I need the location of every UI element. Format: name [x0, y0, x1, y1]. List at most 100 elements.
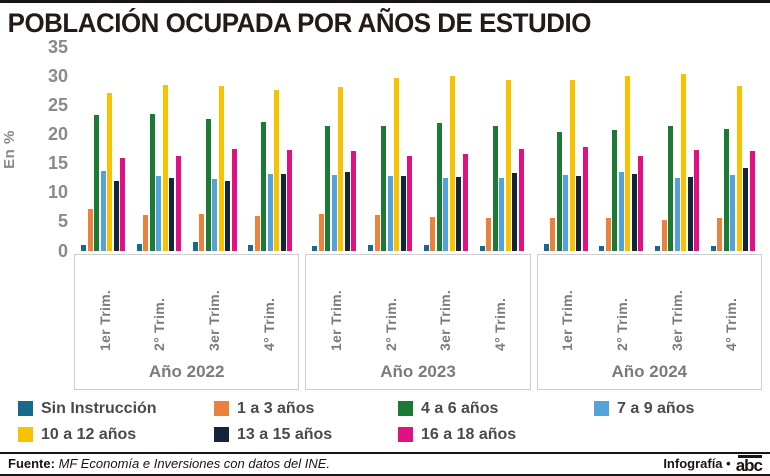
bar-10-a-12-an-os — [681, 74, 687, 251]
legend-swatch-icon — [398, 401, 413, 416]
bar-16-a-18-an-os — [351, 151, 357, 251]
footer: Fuente: MF Economía e Inversiones con da… — [0, 454, 770, 474]
quarter-label-cell: 4° Trim. — [478, 259, 523, 350]
quarter-label: 4° Trim. — [723, 297, 740, 351]
y-axis-title: En % — [0, 129, 18, 169]
quarter-label: 3er Trim. — [437, 289, 454, 351]
bar-sin-instruccio-n — [248, 245, 254, 251]
bar-10-a-12-an-os — [394, 77, 400, 251]
bar-13-a-15-an-os — [512, 172, 518, 251]
bar-1-a-3-an-os — [486, 217, 492, 251]
quarter-labels: 1er Trim. 2° Trim. 3er Trim. 4° Trim. — [306, 255, 529, 351]
bar-4-a-6-an-os — [492, 125, 498, 251]
bar-10-a-12-an-os — [736, 85, 742, 251]
quarter-label-cell: 3er Trim. — [654, 259, 699, 351]
bar-4-a-6-an-os — [325, 126, 331, 251]
quarter-label: 1er Trim. — [96, 289, 113, 351]
quarter-label-cell: 3er Trim. — [423, 259, 468, 351]
quarter-label: 2° Trim. — [613, 297, 630, 351]
y-axis: En % 0 5 10 15 20 25 30 35 — [0, 38, 74, 260]
bar-7-a-9-an-os — [212, 178, 218, 251]
bar-sin-instruccio-n — [192, 242, 198, 251]
legend-label: 1 a 3 años — [237, 399, 315, 417]
bar-10-a-12-an-os — [218, 85, 224, 251]
legend-swatch-icon — [398, 427, 413, 442]
legend-swatch-icon — [18, 401, 33, 416]
bar-13-a-15-an-os — [743, 167, 749, 251]
legend-item-4-a-6-an-os: 4 a 6 años — [398, 400, 594, 418]
bar-4-a-6-an-os — [94, 114, 99, 251]
legend-label: 7 a 9 años — [617, 399, 695, 417]
bar-16-a-18-an-os — [175, 156, 181, 251]
legend-label: 16 a 18 años — [421, 425, 517, 443]
quarter-label: 2° Trim. — [151, 297, 168, 351]
quarter-label: 3er Trim. — [668, 289, 685, 351]
bar-7-a-9-an-os — [499, 177, 505, 251]
credit: Infografía • abc — [663, 454, 763, 475]
bar-13-a-15-an-os — [687, 177, 693, 251]
bar-16-a-18-an-os — [694, 149, 700, 251]
source-text: MF Economía e Inversiones con datos del … — [58, 456, 331, 471]
legend-swatch-icon — [214, 401, 229, 416]
quarter-label: 1er Trim. — [327, 289, 344, 351]
quarter-group — [312, 47, 357, 251]
bar-13-a-15-an-os — [225, 181, 231, 251]
quarter-label-cell: 1er Trim. — [313, 259, 358, 351]
bar-1-a-3-an-os — [374, 214, 380, 251]
bar-chart: En % 0 5 10 15 20 25 30 35 1er Trim. 2° Trim. 3er… — [0, 38, 762, 390]
bar-7-a-9-an-os — [618, 171, 624, 251]
bar-7-a-9-an-os — [100, 170, 106, 251]
bars-row — [74, 47, 299, 251]
page-title: POBLACIÓN OCUPADA POR AÑOS DE ESTUDIO — [7, 7, 592, 38]
year-panel-an-o-2022: 1er Trim. 2° Trim. 3er Trim. 4° Trim. Año 20… — [74, 47, 300, 390]
y-tick-0: 0 — [57, 240, 68, 261]
year-label: Año 2023 — [380, 361, 456, 381]
credit-text: Infografía • — [663, 456, 731, 471]
quarter-labels: 1er Trim. 2° Trim. 3er Trim. 4° Trim. — [75, 255, 298, 351]
bar-4-a-6-an-os — [668, 126, 674, 251]
quarter-group — [248, 47, 293, 251]
bar-4-a-6-an-os — [149, 113, 155, 251]
source-note: Fuente: MF Economía e Inversiones con da… — [8, 456, 330, 471]
quarter-label: 4° Trim. — [260, 297, 277, 351]
legend-label: 13 a 15 años — [237, 425, 333, 443]
bar-sin-instruccio-n — [599, 245, 605, 251]
bar-4-a-6-an-os — [381, 125, 387, 251]
bar-10-a-12-an-os — [505, 79, 511, 251]
bar-13-a-15-an-os — [344, 171, 350, 251]
bar-1-a-3-an-os — [605, 218, 611, 251]
bar-1-a-3-an-os — [717, 218, 723, 251]
axis-label-box: 1er Trim. 2° Trim. 3er Trim. 4° Trim. Año 20… — [74, 253, 300, 390]
bar-sin-instruccio-n — [312, 245, 318, 251]
bar-4-a-6-an-os — [261, 121, 267, 251]
top-divider-bar — [0, 0, 770, 3]
bar-10-a-12-an-os — [107, 93, 112, 251]
bar-7-a-9-an-os — [387, 175, 393, 251]
quarter-group — [479, 47, 524, 251]
source-label: Fuente: — [8, 456, 55, 471]
axis-label-box: 1er Trim. 2° Trim. 3er Trim. 4° Trim. Año 20… — [536, 253, 762, 390]
bar-7-a-9-an-os — [443, 178, 449, 251]
bar-sin-instruccio-n — [543, 244, 549, 251]
quarter-label-cell: 1er Trim. — [545, 259, 590, 350]
y-tick-30: 30 — [47, 65, 68, 86]
abc-logo: abc — [735, 454, 763, 475]
bar-1-a-3-an-os — [430, 216, 436, 251]
bars-row — [537, 47, 762, 251]
bar-16-a-18-an-os — [287, 150, 293, 251]
legend-item-16-a-18-an-os: 16 a 18 años — [398, 426, 594, 444]
year-panel-an-o-2023: 1er Trim. 2° Trim. 3er Trim. 4° Trim. Año 20… — [305, 47, 531, 390]
y-tick-20: 20 — [47, 123, 68, 144]
bar-13-a-15-an-os — [113, 180, 119, 251]
quarter-label: 2° Trim. — [382, 297, 399, 351]
legend-label: Sin Instrucción — [41, 399, 157, 417]
bar-16-a-18-an-os — [462, 154, 468, 251]
bar-10-a-12-an-os — [274, 89, 280, 251]
bar-13-a-15-an-os — [400, 176, 406, 251]
quarter-group — [655, 47, 700, 251]
quarter-label-cell: 3er Trim. — [192, 259, 237, 350]
quarter-label-cell: 2° Trim. — [137, 259, 182, 351]
quarter-label-cell: 4° Trim. — [709, 259, 754, 351]
bar-4-a-6-an-os — [436, 122, 442, 251]
